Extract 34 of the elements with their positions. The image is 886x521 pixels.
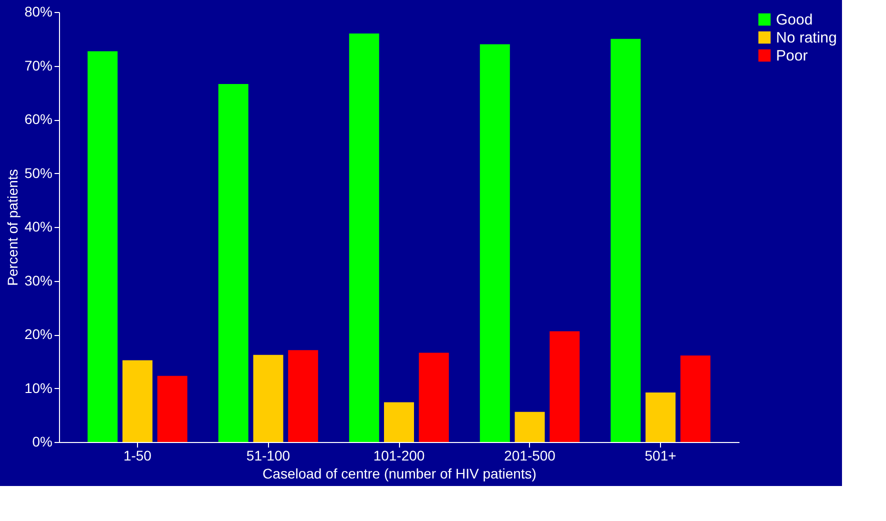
bar (88, 51, 118, 442)
y-tick-label: 50% (24, 164, 52, 181)
y-tick-label: 20% (24, 326, 52, 342)
bar (418, 352, 449, 442)
bar (157, 376, 188, 442)
y-tick-label: 60% (24, 111, 52, 127)
bar (122, 360, 152, 442)
x-tick-label: 101-200 (373, 448, 425, 464)
bar (514, 412, 545, 442)
y-tick-label: 0% (32, 434, 52, 450)
bar (384, 402, 414, 442)
y-tick-label: 80% (24, 4, 52, 20)
y-tick-label: 30% (24, 272, 52, 288)
bar (218, 84, 248, 442)
y-tick-label: 40% (24, 218, 52, 234)
legend-label: Poor (776, 48, 808, 64)
bar (253, 354, 284, 442)
legend-label: No rating (776, 30, 837, 46)
y-tick-label: 10% (24, 380, 52, 396)
x-tick-label: 501+ (644, 448, 676, 464)
x-axis-title: Caseload of centre (number of HIV patients) (262, 466, 536, 482)
y-tick-label: 70% (24, 57, 52, 74)
bar (610, 38, 641, 442)
y-axis-title: Percent of patients (4, 169, 20, 286)
bar (349, 34, 380, 442)
bar (288, 350, 318, 442)
bar (550, 331, 580, 442)
bar (680, 355, 710, 442)
bar (646, 392, 676, 442)
x-tick-label: 51-100 (246, 448, 290, 464)
x-tick-label: 201-500 (504, 448, 556, 464)
x-tick-label: 1-50 (123, 448, 152, 464)
legend-label: Good (776, 12, 813, 28)
bar (480, 44, 510, 442)
